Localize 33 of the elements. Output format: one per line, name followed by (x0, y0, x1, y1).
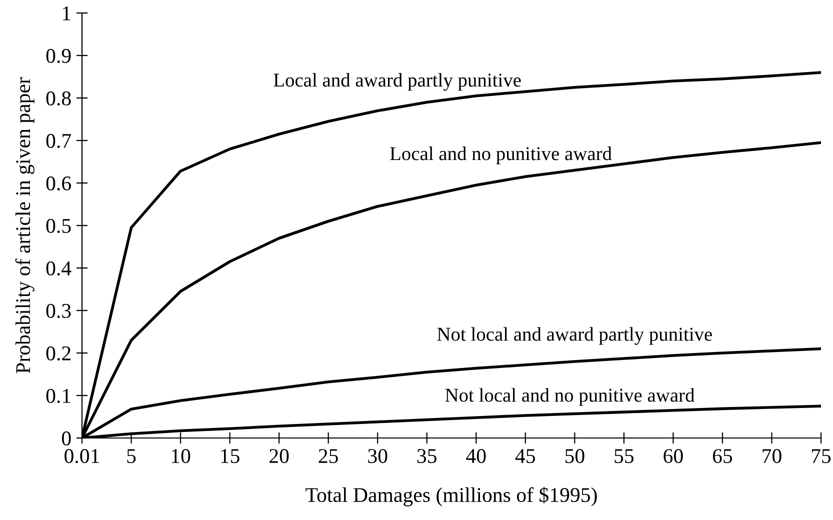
series-label: Local and award partly punitive (274, 73, 521, 91)
x-tick-label: 60 (664, 449, 683, 464)
y-tick-label: 0.3 (46, 304, 71, 318)
x-tick-label: 10 (172, 449, 190, 464)
y-tick-label: 0 (62, 431, 71, 446)
x-tick-label: 65 (712, 449, 732, 464)
series-label: Local and no punitive award (390, 146, 612, 164)
x-tick-label: 0.01 (64, 449, 99, 464)
y-tick-label: 0.7 (46, 134, 71, 148)
x-tick-label: 75 (812, 449, 831, 464)
y-tick-label: 0.2 (46, 346, 70, 361)
x-tick-label: 50 (565, 449, 584, 464)
x-tick-label: 15 (221, 449, 240, 464)
y-tick-label: 1 (63, 6, 70, 20)
y-tick-label: 0.4 (46, 261, 72, 276)
x-tick-label: 5 (127, 449, 136, 464)
x-tick-label: 55 (614, 449, 634, 464)
x-tick-label: 20 (270, 449, 289, 464)
x-tick-label: 40 (466, 449, 486, 464)
y-tick-label: 0.5 (46, 218, 71, 234)
x-tick-label: 35 (417, 449, 436, 464)
x-tick-label: 45 (515, 449, 536, 464)
series-label: Not local and no punitive award (445, 388, 695, 406)
x-tick-label: 30 (368, 449, 388, 464)
y-axis-title: Probability of article in given paper (15, 77, 34, 374)
x-axis-title: Total Damages (millions of $1995) (306, 486, 597, 506)
x-tick-label: 70 (762, 449, 782, 464)
series-label: Not local and award partly punitive (437, 327, 712, 345)
y-tick-label: 0.6 (46, 176, 71, 191)
y-tick-label: 0.9 (46, 48, 71, 64)
y-tick-label: 0.8 (46, 91, 71, 106)
x-tick-label: 25 (318, 449, 338, 464)
y-tick-label: 0.1 (46, 388, 70, 404)
